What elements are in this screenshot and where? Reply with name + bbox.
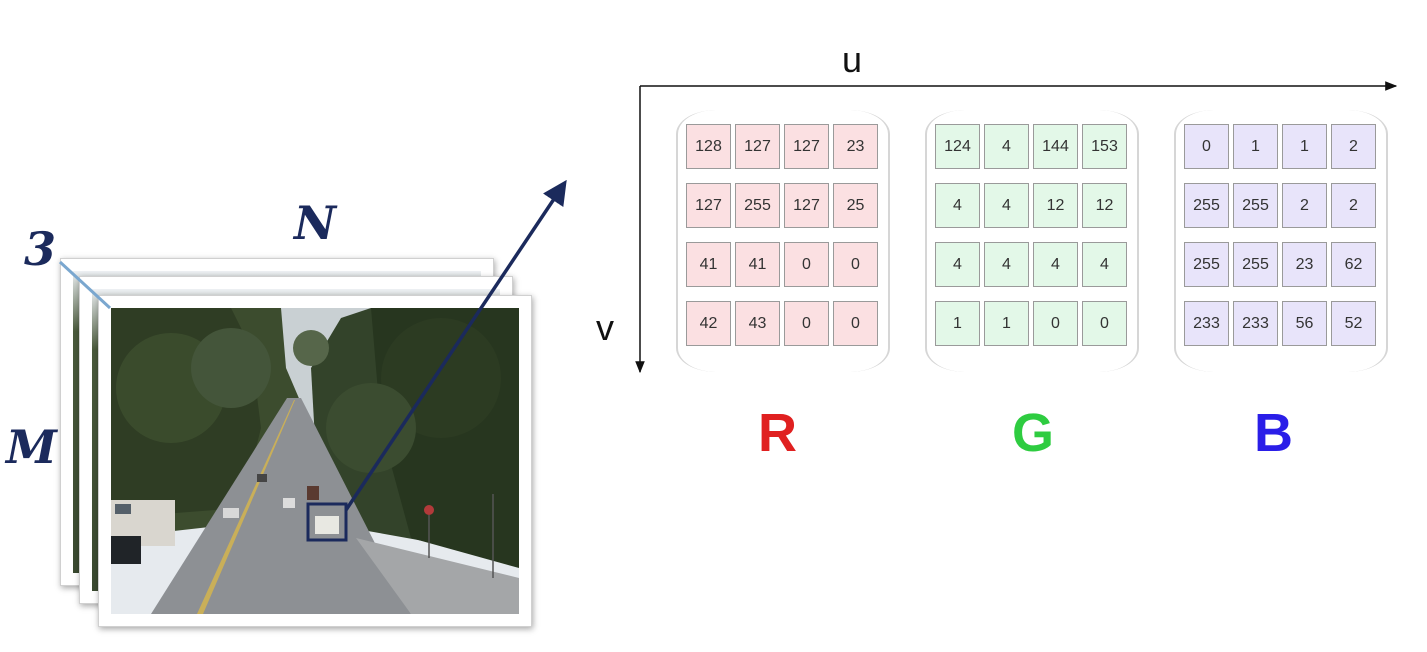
matrix-cell: 127 xyxy=(784,183,829,228)
channel-label-blue: B xyxy=(1254,403,1293,463)
u-axis-label: u xyxy=(842,39,863,80)
matrix-cell: 0 xyxy=(833,242,878,287)
matrix-cell: 2 xyxy=(1331,183,1376,228)
height-label: M xyxy=(6,420,57,474)
matrix-cell: 1 xyxy=(1282,124,1327,169)
matrix-cell: 1 xyxy=(1233,124,1278,169)
depth-label: 3 xyxy=(24,222,57,276)
matrix-cell: 41 xyxy=(686,242,731,287)
matrix-cell: 23 xyxy=(1282,242,1327,287)
matrix-blue: 0 1 1 2 255 255 2 2 255 255 23 62 233 233 56 52 xyxy=(1174,110,1388,372)
street-photo xyxy=(111,308,519,614)
matrix-cell: 1 xyxy=(984,301,1029,346)
matrix-cell: 4 xyxy=(1033,242,1078,287)
matrix-cell: 62 xyxy=(1331,242,1376,287)
matrix-cell: 4 xyxy=(984,183,1029,228)
matrix-cell: 42 xyxy=(686,301,731,346)
matrix-cell: 1 xyxy=(935,301,980,346)
matrix-cell: 4 xyxy=(984,242,1029,287)
matrix-cell: 144 xyxy=(1033,124,1078,169)
width-label: N xyxy=(294,196,337,250)
matrix-cell: 4 xyxy=(984,124,1029,169)
matrix-cell: 52 xyxy=(1331,301,1376,346)
channel-label-red: R xyxy=(758,403,797,463)
matrix-green: 124 4 144 153 4 4 12 12 4 4 4 4 1 1 0 0 xyxy=(925,110,1139,372)
channel-label-green: G xyxy=(1012,403,1055,463)
matrix-cell: 4 xyxy=(935,242,980,287)
matrix-cell: 255 xyxy=(735,183,780,228)
grid-blue: 0 1 1 2 255 255 2 2 255 255 23 62 233 233 56 52 xyxy=(1184,124,1376,346)
matrix-cell: 255 xyxy=(1184,242,1229,287)
matrix-cell: 25 xyxy=(833,183,878,228)
matrix-cell: 127 xyxy=(686,183,731,228)
matrix-cell: 0 xyxy=(784,242,829,287)
matrix-cell: 127 xyxy=(784,124,829,169)
matrix-cell: 255 xyxy=(1233,183,1278,228)
matrix-cell: 0 xyxy=(1082,301,1127,346)
matrix-cell: 153 xyxy=(1082,124,1127,169)
matrix-cell: 4 xyxy=(935,183,980,228)
matrix-cell: 0 xyxy=(784,301,829,346)
matrix-cell: 56 xyxy=(1282,301,1327,346)
matrix-cell: 233 xyxy=(1233,301,1278,346)
matrix-cell: 2 xyxy=(1282,183,1327,228)
matrix-cell: 4 xyxy=(1082,242,1127,287)
matrix-cell: 43 xyxy=(735,301,780,346)
matrix-cell: 255 xyxy=(1233,242,1278,287)
matrix-cell: 0 xyxy=(1033,301,1078,346)
image-frame-front xyxy=(98,295,532,627)
matrix-cell: 12 xyxy=(1033,183,1078,228)
matrix-cell: 127 xyxy=(735,124,780,169)
matrix-cell: 2 xyxy=(1331,124,1376,169)
matrix-cell: 233 xyxy=(1184,301,1229,346)
matrix-cell: 41 xyxy=(735,242,780,287)
matrix-cell: 0 xyxy=(1184,124,1229,169)
grid-green: 124 4 144 153 4 4 12 12 4 4 4 4 1 1 0 0 xyxy=(935,124,1127,346)
matrix-cell: 128 xyxy=(686,124,731,169)
matrix-cell: 12 xyxy=(1082,183,1127,228)
matrix-cell: 255 xyxy=(1184,183,1229,228)
matrix-cell: 23 xyxy=(833,124,878,169)
v-axis-label: v xyxy=(596,307,614,348)
matrix-red: 128 127 127 23 127 255 127 25 41 41 0 0 42 43 0 0 xyxy=(676,110,890,372)
grid-red: 128 127 127 23 127 255 127 25 41 41 0 0 42 43 0 0 xyxy=(686,124,878,346)
matrix-cell: 124 xyxy=(935,124,980,169)
matrix-cell: 0 xyxy=(833,301,878,346)
